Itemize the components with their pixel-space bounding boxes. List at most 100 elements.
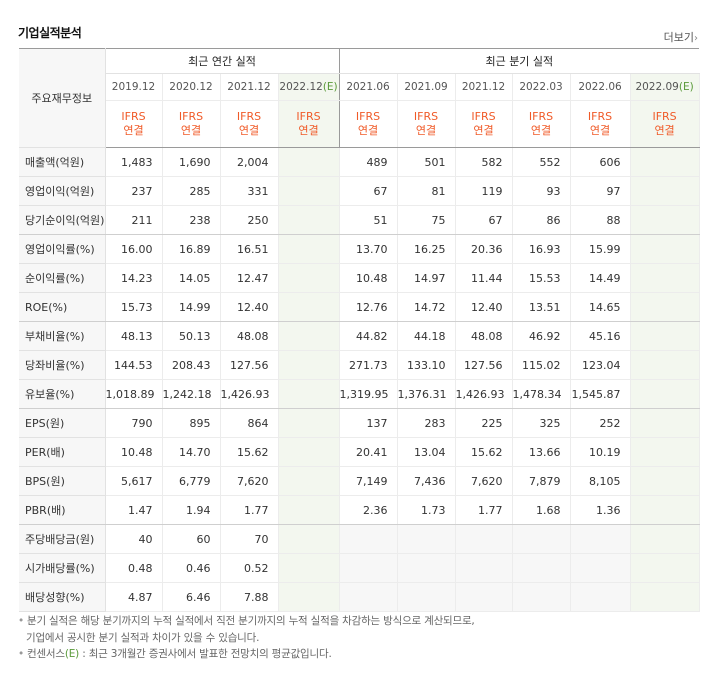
table-cell: 7,620 <box>220 466 279 496</box>
period-label: 2020.12 <box>169 81 213 93</box>
table-cell: 13.70 <box>339 234 398 264</box>
table-cell <box>630 437 700 467</box>
table-cell: 7,149 <box>339 466 398 496</box>
table-cell: 15.62 <box>455 437 513 467</box>
table-cell: 864 <box>220 408 279 438</box>
quarter-group-header: 최근 분기 실적 <box>339 48 700 74</box>
ifrs-label: IFRS 연결 <box>339 100 398 148</box>
table-row: PER(배) 10.48 14.70 15.62 20.41 13.04 15.62 13.6… <box>19 437 700 467</box>
table-cell <box>630 176 700 206</box>
table-cell <box>339 582 398 612</box>
table-cell: 48.13 <box>105 321 163 351</box>
table-cell: 283 <box>397 408 456 438</box>
table-cell: 12.47 <box>220 263 279 293</box>
table-cell: 1.77 <box>220 495 279 525</box>
table-cell <box>278 495 340 525</box>
footnote-quarter-cont: 기업에서 공시한 분기 실적과 차이가 있을 수 있습니다. <box>26 631 260 644</box>
table-row: 주당배당금(원) 40 60 70 <box>19 524 700 554</box>
row-label: 영업이익(억원) <box>19 176 106 206</box>
table-cell: 133.10 <box>397 350 456 380</box>
period-header: 2022.12(E) <box>278 73 340 101</box>
table-cell: 1,376.31 <box>397 379 456 409</box>
table-cell: 1,242.18 <box>162 379 221 409</box>
period-label: 2022.09 <box>635 81 679 93</box>
table-row: BPS(원) 5,617 6,779 7,620 7,149 7,436 7,620 7,87… <box>19 466 700 496</box>
ifrs-label: IFRS 연결 <box>512 100 571 148</box>
table-cell: 606 <box>570 147 631 177</box>
table-cell: 1,018.89 <box>105 379 163 409</box>
table-cell <box>455 582 513 612</box>
ifrs-label: IFRS 연결 <box>397 100 456 148</box>
table-cell: 16.25 <box>397 234 456 264</box>
table-row: 시가배당률(%) 0.48 0.46 0.52 <box>19 553 700 583</box>
table-cell <box>278 408 340 438</box>
table-row: PBR(배) 1.47 1.94 1.77 2.36 1.73 1.77 1.68 1.36 <box>19 495 700 525</box>
financial-table: 주요재무정보 최근 연간 실적 최근 분기 실적 2019.12 2020.12 2… <box>19 48 700 612</box>
table-row: EPS(원) 790 895 864 137 283 225 325 252 <box>19 408 700 438</box>
table-row: 영업이익률(%) 16.00 16.89 16.51 13.70 16.25 20.36 16… <box>19 234 700 264</box>
table-cell <box>278 176 340 206</box>
table-cell: 14.05 <box>162 263 221 293</box>
table-row: 부채비율(%) 48.13 50.13 48.08 44.82 44.18 48.08 46.… <box>19 321 700 351</box>
ifrs-label: IFRS 연결 <box>220 100 279 148</box>
ifrs-label: IFRS 연결 <box>630 100 700 148</box>
table-cell: 48.08 <box>455 321 513 351</box>
table-cell <box>630 466 700 496</box>
estimate-mark: (E) <box>678 81 694 93</box>
more-link[interactable]: 더보기› <box>664 29 698 45</box>
table-cell: 2.36 <box>339 495 398 525</box>
footnote-consensus: • 컨센서스(E) : 최근 3개월간 증권사에서 발표한 전망치의 평균값입니다… <box>18 648 332 660</box>
table-cell <box>512 553 571 583</box>
table-row: ROE(%) 15.73 14.99 12.40 12.76 14.72 12.40 13.5… <box>19 292 700 322</box>
row-label: 부채비율(%) <box>19 321 106 351</box>
table-cell: 252 <box>570 408 631 438</box>
table-cell <box>570 553 631 583</box>
table-cell: 208.43 <box>162 350 221 380</box>
table-cell: 16.93 <box>512 234 571 264</box>
row-label: EPS(원) <box>19 408 106 438</box>
table-cell: 93 <box>512 176 571 206</box>
table-cell <box>630 321 700 351</box>
table-cell <box>630 292 700 322</box>
chevron-right-icon: › <box>694 33 698 44</box>
table-cell <box>630 350 700 380</box>
table-cell: 6,779 <box>162 466 221 496</box>
table-cell: 1,426.93 <box>455 379 513 409</box>
table-cell: 75 <box>397 205 456 235</box>
table-cell: 6.46 <box>162 582 221 612</box>
table-cell: 13.51 <box>512 292 571 322</box>
table-cell: 88 <box>570 205 631 235</box>
section-title: 기업실적분석 <box>18 26 82 40</box>
table-cell: 489 <box>339 147 398 177</box>
table-cell: 5,617 <box>105 466 163 496</box>
table-cell: 14.49 <box>570 263 631 293</box>
table-cell: 790 <box>105 408 163 438</box>
table-cell <box>278 466 340 496</box>
table-cell <box>570 582 631 612</box>
table-cell: 7.88 <box>220 582 279 612</box>
table-cell: 0.52 <box>220 553 279 583</box>
table-cell: 7,436 <box>397 466 456 496</box>
table-cell: 115.02 <box>512 350 571 380</box>
period-label: 2022.06 <box>578 81 622 93</box>
table-cell: 4.87 <box>105 582 163 612</box>
table-cell <box>630 205 700 235</box>
table-cell <box>278 292 340 322</box>
table-cell: 552 <box>512 147 571 177</box>
period-header: 2021.12 <box>220 73 279 101</box>
footnote-quarter: • 분기 실적은 해당 분기까지의 누적 실적에서 직전 분기까지의 누적 실적을… <box>18 615 475 627</box>
row-label: 매출액(억원) <box>19 147 106 177</box>
table-cell: 14.23 <box>105 263 163 293</box>
table-cell: 2,004 <box>220 147 279 177</box>
table-cell: 60 <box>162 524 221 554</box>
table-cell <box>278 524 340 554</box>
period-header: 2021.06 <box>339 73 398 101</box>
table-cell: 137 <box>339 408 398 438</box>
table-row: 순이익률(%) 14.23 14.05 12.47 10.48 14.97 11.44 15.… <box>19 263 700 293</box>
table-cell <box>339 553 398 583</box>
period-header: 2021.09 <box>397 73 456 101</box>
table-cell: 237 <box>105 176 163 206</box>
table-cell: 331 <box>220 176 279 206</box>
table-row: 당좌비율(%) 144.53 208.43 127.56 271.73 133.10 127… <box>19 350 700 380</box>
row-label: 배당성향(%) <box>19 582 106 612</box>
